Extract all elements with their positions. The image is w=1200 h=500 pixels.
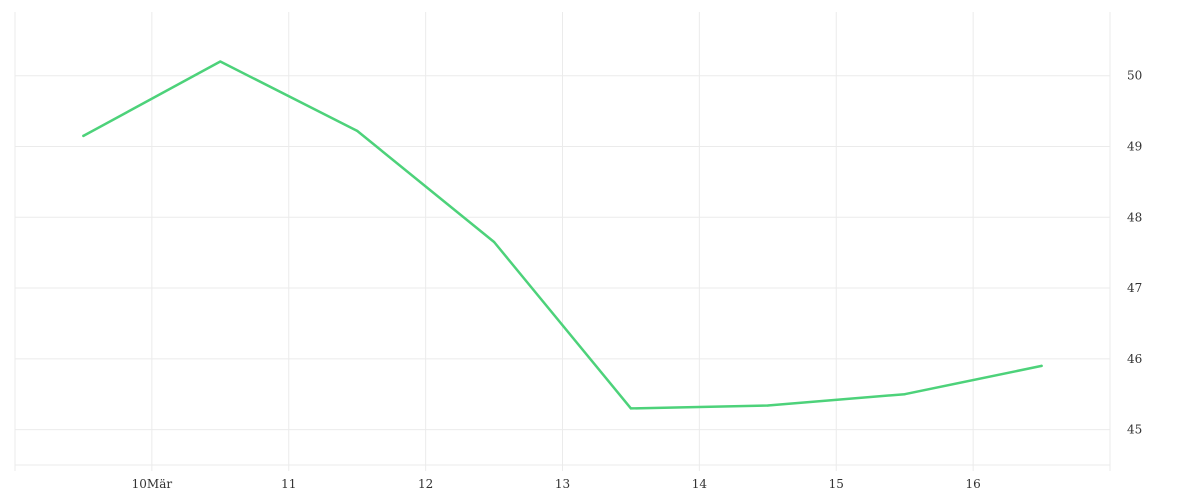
x-tick-label: 15: [829, 477, 844, 491]
x-tick-label: 16: [965, 477, 980, 491]
y-tick-label: 46: [1127, 352, 1142, 366]
y-tick-label: 45: [1127, 423, 1142, 437]
y-tick-label: 50: [1127, 69, 1142, 83]
data-point: [219, 60, 222, 63]
data-point: [492, 240, 496, 244]
data-point: [766, 404, 770, 407]
x-axis-ticks: 10Mär 11 12 13 14 15 16: [132, 477, 981, 491]
data-point: [903, 393, 906, 396]
y-tick-label: 48: [1127, 210, 1142, 224]
y-tick-label: 47: [1127, 281, 1142, 295]
data-point: [629, 407, 633, 410]
y-tick-label: 49: [1127, 139, 1142, 153]
data-point: [82, 134, 85, 138]
x-tick-label: 11: [281, 477, 296, 491]
data-point: [355, 129, 359, 133]
x-tick-label: 12: [418, 477, 433, 491]
series-layer: [82, 60, 1043, 410]
x-tick-label: 14: [692, 477, 708, 491]
series-line: [82, 60, 1043, 410]
data-point: [1040, 364, 1043, 368]
grid-lines: [14, 12, 1111, 471]
x-tick-label: 10Mär: [132, 477, 173, 491]
x-tick-label: 13: [555, 477, 570, 491]
y-axis-ticks: 45 46 47 48 49 50: [1127, 69, 1142, 437]
